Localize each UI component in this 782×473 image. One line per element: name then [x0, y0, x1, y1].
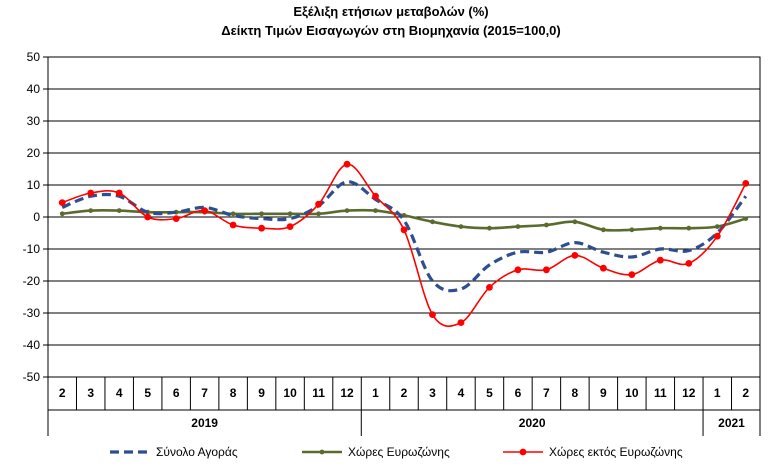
data-point [487, 225, 492, 231]
data-point [457, 319, 465, 326]
data-point [144, 213, 152, 221]
x-tick-label: 5 [144, 386, 151, 400]
x-tick-label: 2 [59, 386, 66, 400]
y-tick-label: -20 [23, 274, 41, 288]
series-line [61, 180, 748, 293]
y-tick-label: -10 [23, 242, 41, 256]
y-tick-label: -40 [23, 338, 41, 352]
data-point [543, 266, 550, 274]
legend-marker [519, 448, 527, 456]
data-point [286, 223, 294, 231]
year-label: 2021 [718, 416, 745, 430]
data-point [628, 271, 636, 278]
y-tick-label: -50 [23, 370, 41, 384]
data-point [599, 264, 607, 272]
x-tick-label: 4 [458, 386, 465, 400]
data-point [116, 208, 122, 214]
data-point [486, 284, 493, 291]
data-point [344, 208, 350, 214]
data-point [714, 224, 720, 230]
data-point [742, 180, 750, 187]
data-point [657, 225, 663, 231]
x-tick-label: 1 [714, 386, 721, 400]
data-point [656, 256, 664, 264]
data-point [258, 224, 265, 232]
x-tick-label: 8 [572, 386, 579, 400]
data-point [287, 211, 293, 217]
x-tick-label: 9 [258, 386, 265, 400]
data-point [400, 226, 408, 234]
data-point [430, 219, 435, 225]
data-point [316, 211, 321, 217]
data-point [372, 192, 379, 200]
data-point [629, 227, 635, 233]
year-label: 2020 [519, 416, 546, 430]
x-tick-label: 6 [515, 386, 522, 400]
legend-label: Χώρες εκτός Ευρωζώνης [549, 445, 683, 459]
x-tick-label: 12 [340, 386, 354, 400]
x-tick-label: 8 [230, 386, 237, 400]
x-tick-label: 7 [543, 386, 550, 400]
data-point [686, 225, 692, 231]
legend-label: Σύνολο Αγοράς [156, 445, 238, 459]
data-point [515, 224, 521, 230]
chart-subtitle: Δείκτη Τιμών Εισαγωγών στη Βιομηχανία (2… [221, 23, 561, 38]
data-point [172, 215, 180, 223]
y-tick-label: -30 [23, 306, 41, 320]
y-tick-label: 0 [33, 210, 40, 224]
data-point [229, 221, 237, 229]
legend-marker [319, 449, 325, 455]
x-tick-label: 12 [682, 386, 696, 400]
data-point [458, 224, 464, 230]
data-point [230, 211, 236, 217]
x-tick-label: 5 [486, 386, 493, 400]
y-tick-label: 50 [27, 50, 41, 64]
x-tick-label: 2 [742, 386, 749, 400]
x-tick-label: 3 [429, 386, 436, 400]
data-point [59, 211, 65, 217]
x-tick-label: 3 [87, 386, 94, 400]
data-point [87, 189, 95, 197]
data-point [201, 207, 209, 215]
data-point [544, 222, 549, 228]
data-point [315, 200, 322, 208]
y-tick-label: 20 [27, 146, 41, 160]
year-label: 2019 [191, 416, 218, 430]
y-tick-label: 40 [27, 82, 41, 96]
legend-label: Χώρες Ευρωζώνης [348, 445, 450, 459]
x-tick-label: 10 [625, 386, 639, 400]
data-point [685, 260, 693, 267]
x-tick-label: 11 [654, 386, 667, 400]
data-point [88, 208, 94, 214]
plot-border [47, 56, 761, 378]
data-point [429, 311, 436, 318]
y-tick-label: 30 [27, 114, 41, 128]
data-point [373, 208, 378, 214]
chart-title: Εξέλιξη ετήσιων μεταβολών (%) [293, 4, 489, 19]
x-tick-label: 1 [372, 386, 379, 400]
x-tick-label: 11 [312, 386, 325, 400]
x-tick-label: 9 [600, 386, 607, 400]
y-tick-label: 10 [27, 178, 41, 192]
data-point [343, 160, 351, 168]
data-point [572, 219, 578, 225]
data-point [743, 216, 749, 222]
data-point [58, 199, 66, 207]
x-tick-label: 7 [201, 386, 208, 400]
data-point [514, 266, 522, 274]
x-tick-label: 4 [116, 386, 123, 400]
x-tick-label: 10 [283, 386, 297, 400]
data-point [600, 227, 606, 233]
x-tick-label: 2 [401, 386, 408, 400]
data-point [571, 252, 579, 259]
x-tick-label: 6 [173, 386, 180, 400]
data-point [259, 211, 264, 217]
data-point [713, 232, 721, 240]
data-point [115, 189, 123, 197]
